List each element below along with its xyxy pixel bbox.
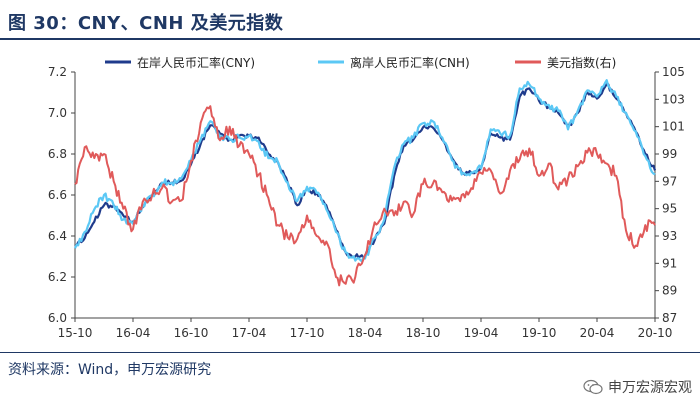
right-ticks: 87 89 91 93 95 97 99 101 103 105 (655, 65, 685, 325)
title-bar: 图 30：CNY、CNH 及美元指数 (0, 0, 700, 40)
x-tick-label: 16-10 (174, 326, 209, 340)
plot-area: 6.0 6.2 6.4 6.6 6.8 7.0 7.2 87 89 91 93 95 97 99 101 1… (48, 65, 685, 340)
x-tick-label: 15-10 (58, 326, 93, 340)
right-tick-label: 89 (662, 284, 677, 298)
x-tick-label: 20-10 (638, 326, 673, 340)
right-tick-label: 87 (662, 311, 677, 325)
legend: 在岸人民币汇率(CNY) 离岸人民币汇率(CNH) 美元指数(右) (105, 55, 616, 70)
left-tick-label: 6.2 (48, 270, 67, 284)
title-underline (0, 38, 700, 40)
series-line-dxy (74, 105, 656, 287)
left-ticks: 6.0 6.2 6.4 6.6 6.8 7.0 7.2 (48, 65, 75, 325)
right-tick-label: 93 (662, 229, 677, 243)
left-tick-label: 6.4 (48, 229, 67, 243)
wechat-icon (583, 379, 603, 395)
x-tick-label: 16-04 (116, 326, 151, 340)
source-note: 资料来源：Wind，申万宏源研究 (8, 362, 212, 378)
brand-name: 申万宏源宏观 (608, 380, 692, 396)
right-tick-label: 97 (662, 174, 677, 188)
x-ticks: 15-10 16-04 16-10 17-04 17-10 18-04 18-10 19-04… (58, 318, 673, 340)
right-tick-label: 91 (662, 256, 677, 270)
right-tick-label: 103 (662, 92, 685, 106)
series-lines (73, 79, 657, 287)
x-tick-label: 18-10 (406, 326, 441, 340)
line-chart: 6.0 6.2 6.4 6.6 6.8 7.0 7.2 87 89 91 93 95 97 99 101 1… (48, 55, 685, 340)
series-line-cny (74, 83, 657, 260)
left-tick-label: 6.8 (48, 147, 67, 161)
left-tick-label: 6.6 (48, 188, 67, 202)
source-divider (0, 352, 700, 353)
legend-label: 在岸人民币汇率(CNY) (137, 55, 255, 70)
legend-label: 美元指数(右) (547, 55, 616, 70)
x-tick-label: 19-10 (522, 326, 557, 340)
x-tick-label: 17-10 (290, 326, 325, 340)
legend-label: 离岸人民币汇率(CNH) (350, 55, 470, 70)
x-tick-label: 20-04 (580, 326, 615, 340)
left-tick-label: 7.0 (48, 106, 67, 120)
x-tick-label: 18-04 (348, 326, 383, 340)
left-tick-label: 6.0 (48, 311, 67, 325)
chart-title: 图 30：CNY、CNH 及美元指数 (8, 13, 284, 34)
x-tick-label: 17-04 (232, 326, 267, 340)
right-tick-label: 99 (662, 147, 677, 161)
series-line-cnh (73, 79, 656, 263)
right-tick-label: 95 (662, 202, 677, 216)
right-tick-label: 101 (662, 120, 685, 134)
left-tick-label: 7.2 (48, 65, 67, 79)
right-tick-label: 105 (662, 65, 685, 79)
brand-watermark: 申万宏源宏观 (583, 377, 692, 397)
x-tick-label: 19-04 (464, 326, 499, 340)
